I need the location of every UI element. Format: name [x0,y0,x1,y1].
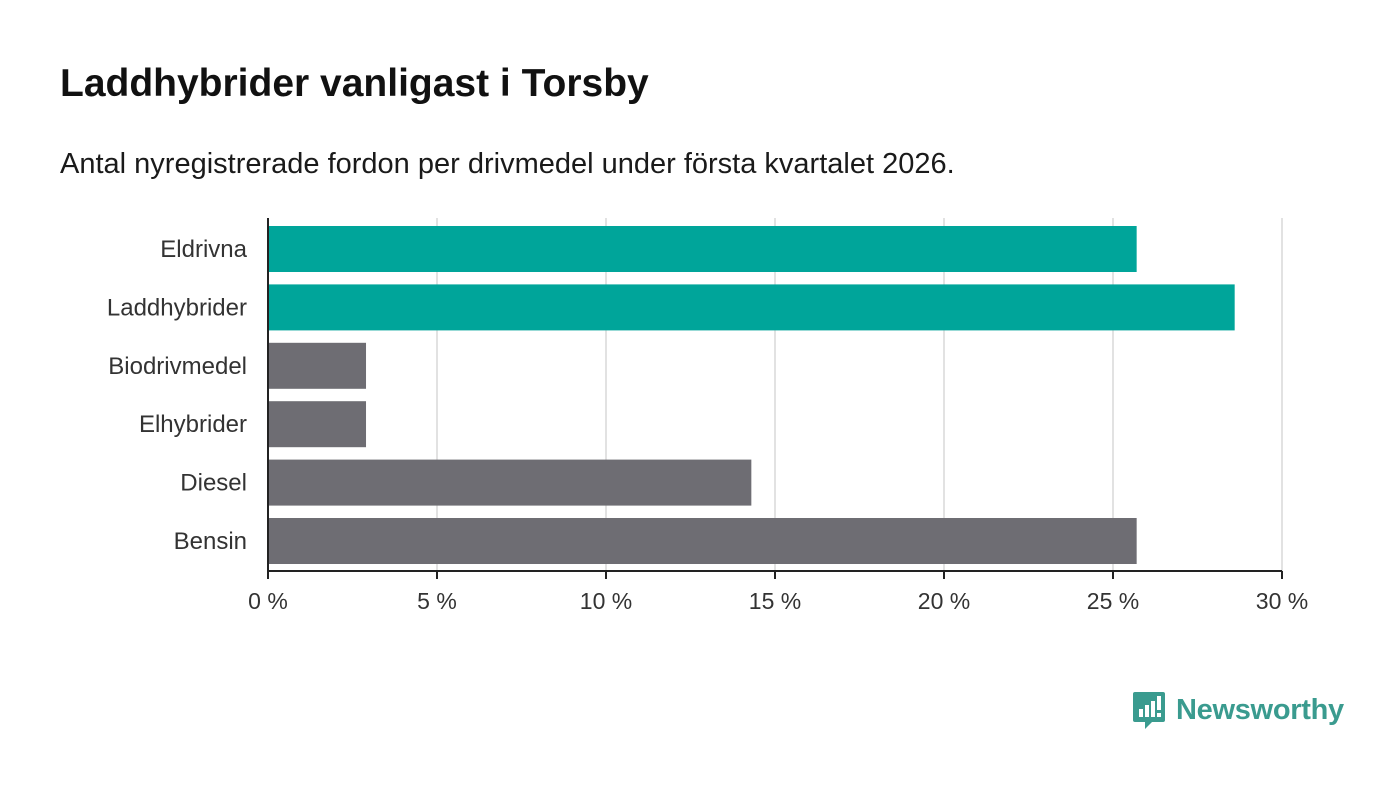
x-tick-label: 10 % [580,588,632,614]
brand-name: Newsworthy [1176,693,1344,726]
chart-subtitle: Antal nyregistrerade fordon per drivmede… [60,148,955,180]
bar-biodrivmedel [268,342,367,389]
brand-logo: Newsworthy [1132,690,1344,730]
category-label: Elhybrider [139,411,247,438]
chart-title: Laddhybrider vanligast i Torsby [60,62,649,105]
x-tick-label: 0 % [248,588,288,614]
x-tick-label: 30 % [1256,588,1308,614]
x-tick-label: 20 % [918,588,970,614]
x-tick-label: 25 % [1087,588,1139,614]
category-label: Laddhybrider [107,294,247,321]
bars [268,226,1235,564]
bar-laddhybrider [268,284,1235,331]
grid-lines [436,218,1283,571]
bar-diesel [268,459,752,506]
category-label: Eldrivna [160,236,247,263]
category-label: Biodrivmedel [108,353,247,380]
bar-eldrivna [268,226,1137,272]
x-tick-label: 15 % [749,588,801,614]
x-tick-label: 5 % [417,588,457,614]
category-label: Diesel [180,470,247,497]
newsworthy-logo-icon [1133,692,1165,729]
category-labels: Eldrivna Laddhybrider Biodrivmedel Elhybrid… [107,236,248,555]
bar-elhybrider [268,401,367,448]
category-label: Bensin [174,528,247,555]
bar-bensin [268,518,1137,564]
x-axis: 0 % 5 % 10 % 15 % 20 % 25 % 30 % [248,218,1308,614]
